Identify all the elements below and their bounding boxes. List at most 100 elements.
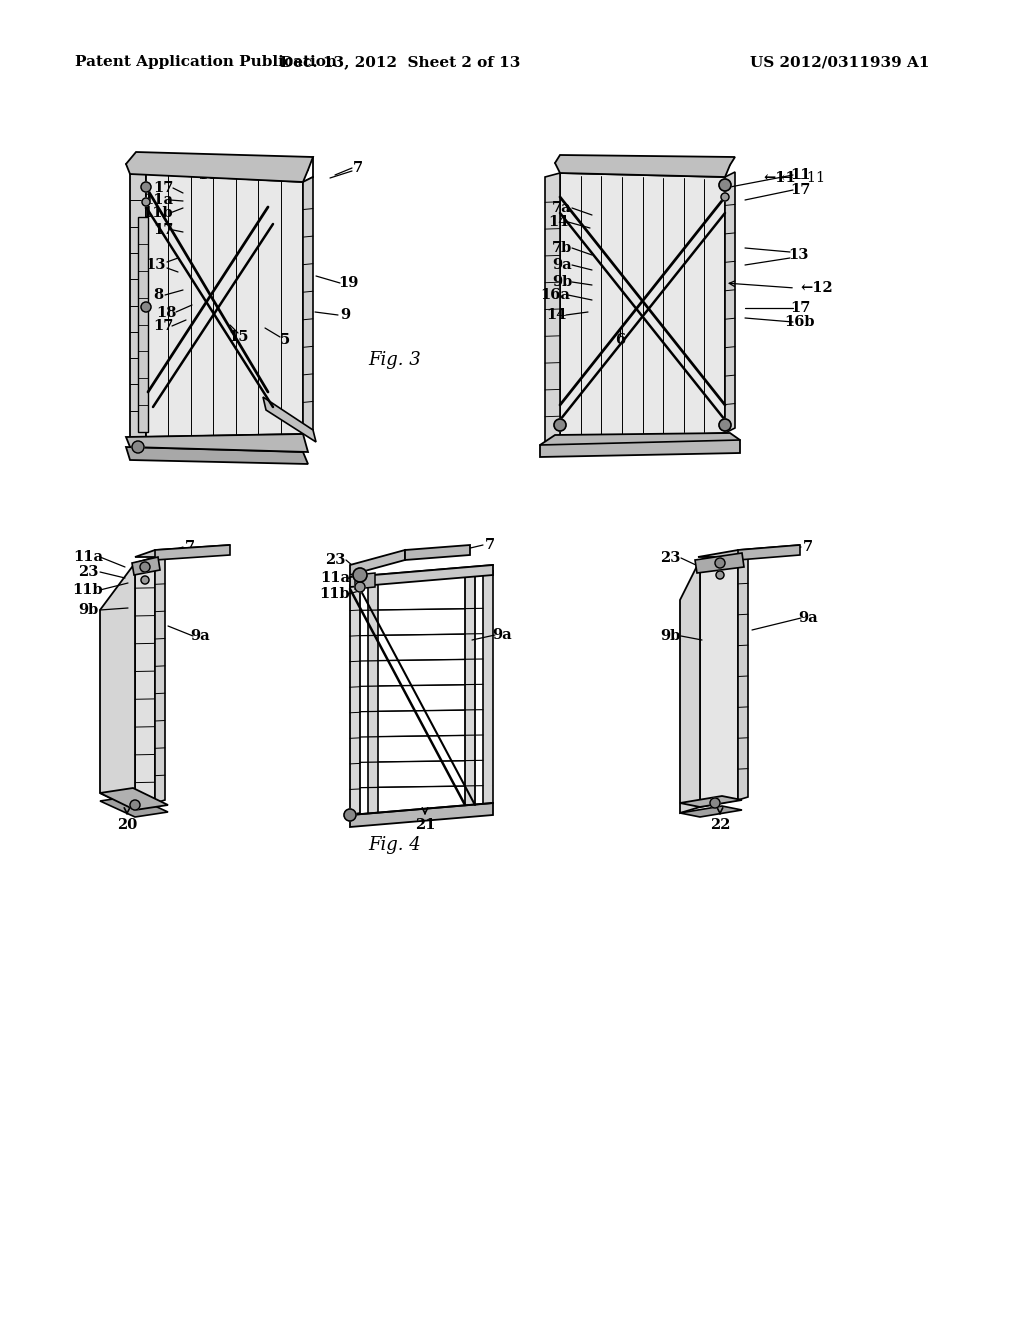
Circle shape	[716, 572, 724, 579]
Polygon shape	[540, 433, 740, 457]
Text: 9b: 9b	[659, 630, 680, 643]
Polygon shape	[126, 152, 313, 182]
Polygon shape	[368, 581, 378, 814]
Circle shape	[344, 809, 356, 821]
Text: 11b: 11b	[142, 206, 173, 220]
Text: 7a: 7a	[552, 201, 571, 215]
Text: 13: 13	[787, 248, 808, 261]
Text: 19: 19	[338, 276, 358, 290]
Circle shape	[142, 198, 150, 206]
Polygon shape	[155, 545, 230, 560]
Polygon shape	[135, 557, 155, 810]
Circle shape	[715, 558, 725, 568]
Text: 20: 20	[117, 818, 137, 832]
Circle shape	[141, 302, 151, 312]
Polygon shape	[100, 788, 168, 810]
Text: 23: 23	[325, 553, 345, 568]
Text: 23: 23	[78, 565, 98, 579]
Circle shape	[141, 182, 151, 191]
Polygon shape	[130, 174, 146, 437]
Text: 14: 14	[546, 308, 566, 322]
Text: 14: 14	[548, 215, 568, 228]
Circle shape	[719, 180, 731, 191]
Polygon shape	[406, 545, 470, 560]
Text: 9a: 9a	[798, 611, 818, 624]
Text: 9b: 9b	[78, 603, 98, 616]
Polygon shape	[263, 397, 316, 442]
Text: 16a: 16a	[540, 288, 570, 302]
Text: Fig. 3: Fig. 3	[369, 351, 421, 370]
Text: ←12: ←12	[800, 281, 833, 294]
Text: 11b: 11b	[319, 587, 350, 601]
Polygon shape	[138, 216, 148, 432]
Text: 11a: 11a	[73, 550, 103, 564]
Text: 15: 15	[227, 330, 248, 345]
Circle shape	[132, 441, 144, 453]
Polygon shape	[680, 796, 742, 807]
Text: 17: 17	[153, 319, 173, 333]
Text: Patent Application Publication: Patent Application Publication	[75, 55, 337, 69]
Circle shape	[140, 562, 150, 572]
Text: Dec. 13, 2012  Sheet 2 of 13: Dec. 13, 2012 Sheet 2 of 13	[280, 55, 520, 69]
Polygon shape	[100, 564, 135, 810]
Text: 8: 8	[153, 288, 163, 302]
Text: 9: 9	[340, 308, 350, 322]
Circle shape	[355, 582, 365, 591]
Polygon shape	[135, 545, 230, 557]
Text: 23: 23	[659, 550, 680, 565]
Polygon shape	[146, 174, 303, 437]
Circle shape	[710, 799, 720, 808]
Text: 21: 21	[415, 818, 435, 832]
Text: 22: 22	[710, 818, 730, 832]
Polygon shape	[698, 545, 800, 557]
Text: ←11: ←11	[763, 172, 796, 185]
Circle shape	[719, 418, 731, 432]
Text: 9a: 9a	[552, 257, 571, 272]
Text: 18: 18	[156, 306, 176, 319]
Text: 9b: 9b	[552, 275, 572, 289]
Polygon shape	[155, 554, 165, 803]
Text: 17: 17	[790, 183, 810, 197]
Circle shape	[554, 418, 566, 432]
Text: 9a: 9a	[493, 628, 512, 642]
Circle shape	[141, 576, 150, 583]
Polygon shape	[725, 172, 735, 433]
Text: 11a: 11a	[143, 193, 173, 207]
Polygon shape	[350, 803, 493, 828]
Circle shape	[130, 800, 140, 810]
Polygon shape	[355, 573, 375, 589]
Polygon shape	[350, 550, 406, 576]
Polygon shape	[555, 154, 735, 177]
Polygon shape	[700, 553, 738, 807]
Text: 11: 11	[790, 168, 810, 182]
Polygon shape	[465, 573, 475, 807]
Polygon shape	[560, 173, 725, 440]
Text: 7: 7	[485, 539, 495, 552]
Text: 11b: 11b	[73, 583, 103, 597]
Polygon shape	[132, 557, 160, 576]
Polygon shape	[100, 796, 168, 817]
Text: 7: 7	[353, 161, 364, 176]
Text: 16b: 16b	[784, 315, 815, 329]
Text: 10: 10	[197, 168, 217, 182]
Circle shape	[721, 193, 729, 201]
Text: 17: 17	[153, 181, 173, 195]
Text: 6: 6	[615, 333, 625, 347]
Text: 17: 17	[153, 223, 173, 238]
Text: 7: 7	[803, 540, 813, 554]
Text: 13: 13	[144, 257, 165, 272]
Polygon shape	[680, 560, 700, 813]
Polygon shape	[738, 550, 748, 800]
Text: ←—11: ←—11	[780, 172, 825, 185]
Text: Fig. 4: Fig. 4	[369, 836, 421, 854]
Polygon shape	[350, 565, 493, 587]
Circle shape	[353, 568, 367, 582]
Text: 5: 5	[280, 333, 290, 347]
Polygon shape	[695, 553, 744, 573]
Text: 7b: 7b	[552, 242, 572, 255]
Polygon shape	[126, 447, 308, 465]
Polygon shape	[350, 583, 360, 814]
Text: 7: 7	[185, 540, 195, 554]
Text: US 2012/0311939 A1: US 2012/0311939 A1	[750, 55, 930, 69]
Polygon shape	[680, 807, 742, 817]
